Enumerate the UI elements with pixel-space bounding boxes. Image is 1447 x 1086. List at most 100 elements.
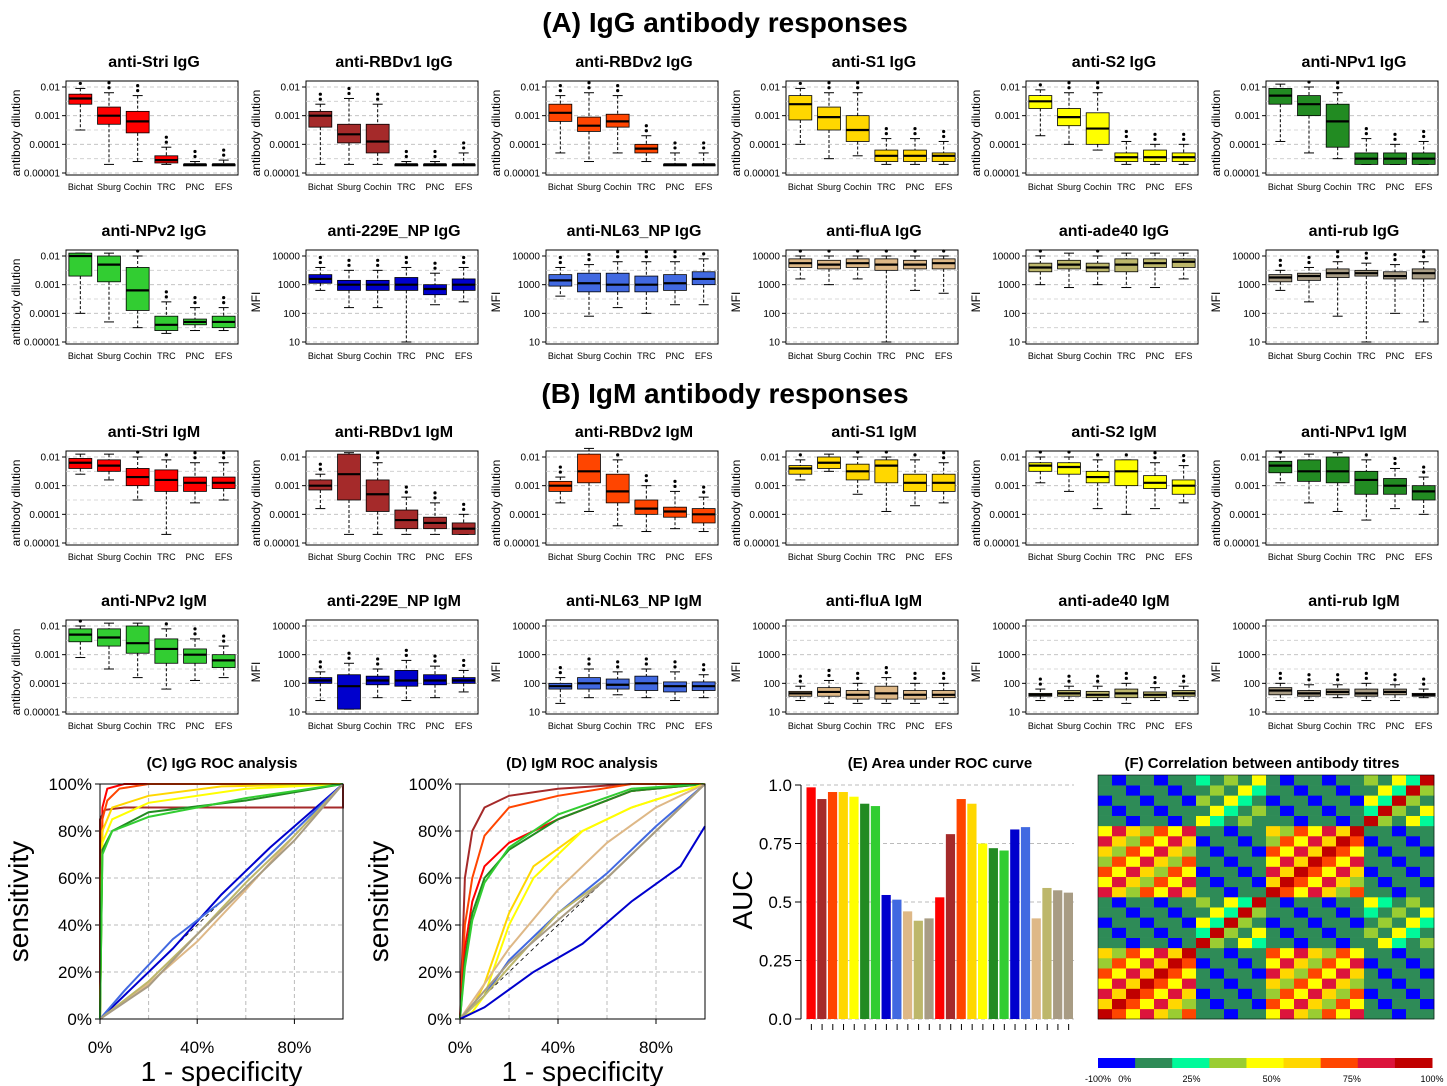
heatmap-cell [1140, 775, 1155, 786]
heatmap-cell [1182, 937, 1197, 949]
heatmap-cell [1224, 886, 1239, 898]
heatmap-cell [1154, 785, 1169, 796]
outlier-point [222, 634, 226, 638]
outlier-point [462, 663, 466, 668]
panel-title: anti-S1 IgM [831, 424, 916, 441]
legend-swatch [1098, 1058, 1136, 1068]
outlier-point [1393, 258, 1397, 262]
legend-label: 25% [1183, 1074, 1201, 1084]
y-tick-label: 0.0001 [269, 510, 300, 521]
heatmap-cell [1308, 927, 1323, 938]
plot-frame [65, 450, 239, 546]
outlier-point [827, 81, 831, 85]
heatmap-cell [1392, 856, 1407, 867]
heatmap-cell [1238, 947, 1253, 959]
bar [806, 787, 816, 1019]
y-tick-label: 10 [1009, 338, 1021, 349]
heatmap-cell [1154, 836, 1169, 847]
panel-title: anti-rub IgM [1308, 593, 1400, 610]
outlier-point [1278, 676, 1282, 680]
heatmap-cell [1140, 856, 1155, 867]
heatmap-cell [1238, 937, 1253, 949]
heatmap-cell [1196, 836, 1211, 847]
x-tick-label: Bichat [788, 552, 814, 562]
outlier-point [827, 249, 831, 253]
heatmap-cell [1252, 998, 1267, 1010]
x-tick-label: Bichat [308, 552, 334, 562]
heatmap-cell [1350, 1008, 1365, 1020]
plot-frame [785, 249, 959, 345]
y-axis-label: MFI [729, 292, 743, 313]
heatmap-cell [1308, 825, 1323, 837]
outlier-point [193, 627, 197, 631]
heatmap-cell [1154, 795, 1169, 806]
outlier-point [913, 249, 917, 253]
heatmap-cell [1112, 836, 1127, 847]
y-tick-label: 10000 [1232, 252, 1260, 263]
bar [892, 899, 902, 1019]
boxplot-panel: anti-S2 IgM 0.01 0.001 0.0001 0.00001antibod… [969, 424, 1199, 562]
heatmap-cell [1140, 805, 1155, 816]
heatmap-cell [1392, 937, 1407, 949]
heatmap-cell [1182, 886, 1197, 898]
x-tick-label: PNC [665, 182, 685, 192]
outlier-point [1182, 454, 1186, 458]
outlier-point [673, 141, 677, 145]
heatmap-cell [1350, 937, 1365, 949]
outlier-point [644, 250, 648, 254]
x-tick-label: TRC [637, 552, 656, 562]
heatmap-cell [1322, 836, 1337, 847]
plot-frame [459, 783, 706, 1020]
y-tick-label: 0.0001 [269, 140, 300, 151]
heatmap-cell [1252, 897, 1267, 908]
outlier-point [702, 490, 706, 494]
heatmap-cell [1252, 978, 1267, 989]
x-tick-label: Cochin [844, 721, 872, 731]
heatmap-cell [1420, 876, 1435, 888]
x-tick-label: Sburg [337, 552, 361, 562]
heatmap-cell [1140, 947, 1155, 959]
plot-frame [785, 80, 959, 176]
heatmap-cell [1238, 846, 1253, 857]
outlier-point [164, 453, 168, 457]
heatmap-cell [1350, 947, 1365, 959]
heatmap-cell [1322, 856, 1337, 867]
heatmap-cell [1238, 775, 1253, 786]
outlier-point [1422, 682, 1426, 686]
heatmap-cell [1378, 927, 1393, 938]
y-tick-label: 0.0001 [29, 679, 60, 690]
panel-title: anti-NPv1 IgG [1302, 54, 1407, 71]
y-tick-label: 10 [1009, 708, 1021, 719]
bar [935, 897, 945, 1019]
y-tick-label: 0.00001 [504, 169, 541, 180]
y-axis-label: antibody dilution [249, 90, 263, 177]
y-tick-label: 1000 [518, 650, 541, 661]
outlier-point [222, 153, 226, 157]
heatmap-cell [1210, 917, 1225, 928]
heatmap-cell [1098, 876, 1113, 888]
outlier-point [1067, 450, 1071, 454]
heatmap-cell [1350, 846, 1365, 857]
outlier-point [884, 132, 888, 136]
outlier-point [913, 671, 917, 675]
heatmap-cell [1126, 836, 1141, 847]
heatmap-cell [1350, 866, 1365, 877]
heatmap-cell [1336, 927, 1351, 938]
heatmap-cell [1406, 988, 1421, 999]
plot-frame [1025, 249, 1199, 345]
outlier-point [347, 656, 351, 660]
x-tick-label: Sburg [337, 351, 361, 361]
heatmap-cell [1280, 988, 1295, 999]
heatmap-cell [1280, 998, 1295, 1010]
outlier-point [884, 671, 888, 675]
heatmap-cell [1126, 775, 1141, 786]
heatmap-cell [1126, 907, 1141, 918]
heatmap-cell [1126, 846, 1141, 857]
heatmap-cell [1420, 775, 1435, 786]
x-tick-label: TRC [877, 552, 896, 562]
section-title-igg: (A) IgG antibody responses [542, 7, 908, 38]
x-tick-label: Bichat [548, 552, 574, 562]
heatmap-cell [1112, 846, 1127, 857]
x-tick-label: PNC [425, 552, 445, 562]
heatmap-cell [1224, 805, 1239, 816]
